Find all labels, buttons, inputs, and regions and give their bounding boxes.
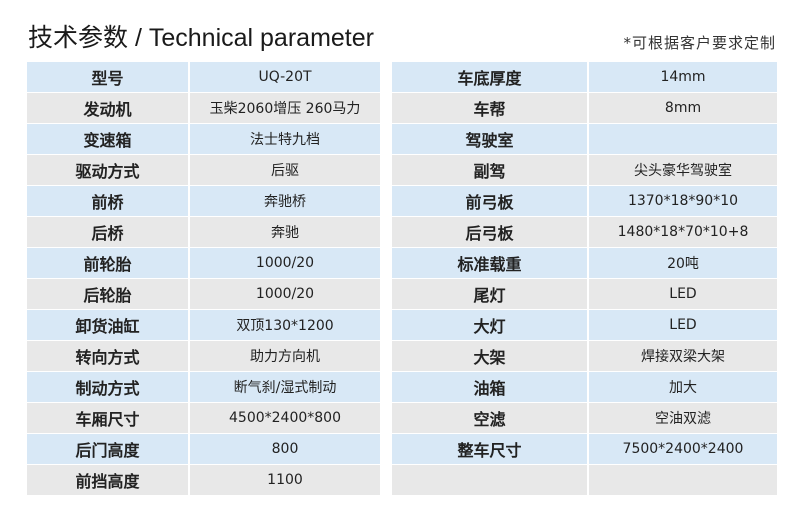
- table-row: 前弓板 1370*18*90*10: [392, 186, 777, 217]
- spec-label: 车厢尺寸: [27, 403, 188, 434]
- spec-value: 1000/20: [190, 248, 380, 279]
- spec-value: 奔驰桥: [190, 186, 380, 217]
- spec-value: 7500*2400*2400: [589, 434, 777, 465]
- table-row: 前挡高度 1100: [27, 465, 380, 496]
- spec-value: UQ-20T: [190, 62, 380, 93]
- spec-label: 前轮胎: [27, 248, 188, 279]
- spec-value: 20吨: [589, 248, 777, 279]
- spec-value: 助力方向机: [190, 341, 380, 372]
- table-row: 转向方式 助力方向机: [27, 341, 380, 372]
- title-cn: 技术参数: [28, 23, 129, 52]
- spec-label: 前桥: [27, 186, 188, 217]
- spec-label: 大灯: [392, 310, 587, 341]
- spec-label: 后弓板: [392, 217, 587, 248]
- spec-label: 前弓板: [392, 186, 587, 217]
- title-separator: /: [128, 24, 149, 52]
- spec-value: 尖头豪华驾驶室: [589, 155, 777, 186]
- title-en: Technical parameter: [148, 24, 374, 52]
- spec-value: 双顶130*1200: [190, 310, 380, 341]
- spec-label: 副驾: [392, 155, 587, 186]
- spec-value: 800: [190, 434, 380, 465]
- table-row: 制动方式 断气刹/湿式制动: [27, 372, 380, 403]
- table-row: 大灯 LED: [392, 310, 777, 341]
- spec-label: 驾驶室: [392, 124, 587, 155]
- spec-label: 车底厚度: [392, 62, 587, 93]
- table-row: 驾驶室: [392, 124, 777, 155]
- spec-label: 油箱: [392, 372, 587, 403]
- spec-value: 奔驰: [190, 217, 380, 248]
- table-row: 前桥 奔驰桥: [27, 186, 380, 217]
- spec-value: 玉柴2060增压 260马力: [190, 93, 380, 124]
- spec-value: LED: [589, 310, 777, 341]
- table-row: 油箱 加大: [392, 372, 777, 403]
- spec-label: 驱动方式: [27, 155, 188, 186]
- spec-value: 1370*18*90*10: [589, 186, 777, 217]
- spec-label: 后桥: [27, 217, 188, 248]
- table-row: 驱动方式 后驱: [27, 155, 380, 186]
- spec-label: 标准载重: [392, 248, 587, 279]
- table-row: 整车尺寸 7500*2400*2400: [392, 434, 777, 465]
- spec-value: 空油双滤: [589, 403, 777, 434]
- table-row: 卸货油缸 双顶130*1200: [27, 310, 380, 341]
- spec-value: [589, 465, 777, 496]
- table-row: 发动机 玉柴2060增压 260马力: [27, 93, 380, 124]
- spec-value: 后驱: [190, 155, 380, 186]
- table-row: 后桥 奔驰: [27, 217, 380, 248]
- table-row: 后轮胎 1000/20: [27, 279, 380, 310]
- spec-value: 断气刹/湿式制动: [190, 372, 380, 403]
- customization-note: *可根据客户要求定制: [623, 34, 776, 52]
- spec-label: 转向方式: [27, 341, 188, 372]
- table-row: 后弓板 1480*18*70*10+8: [392, 217, 777, 248]
- table-row: 变速箱 法士特九档: [27, 124, 380, 155]
- spec-label: 整车尺寸: [392, 434, 587, 465]
- table-row: 型号 UQ-20T: [27, 62, 380, 93]
- table-row: 前轮胎 1000/20: [27, 248, 380, 279]
- table-row: 标准载重 20吨: [392, 248, 777, 279]
- spec-label: 变速箱: [27, 124, 188, 155]
- spec-label: 发动机: [27, 93, 188, 124]
- spec-label: [392, 465, 587, 496]
- spec-label: 车帮: [392, 93, 587, 124]
- spec-table-left: 型号 UQ-20T 发动机 玉柴2060增压 260马力 变速箱 法士特九档 驱动方式 后驱前…: [25, 62, 382, 496]
- spec-value: 4500*2400*800: [190, 403, 380, 434]
- spec-label: 前挡高度: [27, 465, 188, 496]
- table-row: [392, 465, 777, 496]
- spec-label: 后门高度: [27, 434, 188, 465]
- spec-value: [589, 124, 777, 155]
- table-row: 尾灯 LED: [392, 279, 777, 310]
- spec-label: 尾灯: [392, 279, 587, 310]
- spec-value: LED: [589, 279, 777, 310]
- spec-value: 1000/20: [190, 279, 380, 310]
- table-row: 车帮 8mm: [392, 93, 777, 124]
- page-title: 技术参数 / Technical parameter: [28, 18, 374, 54]
- spec-value: 加大: [589, 372, 777, 403]
- spec-label: 空滤: [392, 403, 587, 434]
- spec-label: 后轮胎: [27, 279, 188, 310]
- spec-value: 法士特九档: [190, 124, 380, 155]
- spec-label: 制动方式: [27, 372, 188, 403]
- table-row: 后门高度 800: [27, 434, 380, 465]
- table-row: 空滤 空油双滤: [392, 403, 777, 434]
- table-row: 大架 焊接双梁大架: [392, 341, 777, 372]
- spec-value: 14mm: [589, 62, 777, 93]
- spec-label: 卸货油缸: [27, 310, 188, 341]
- spec-value: 1480*18*70*10+8: [589, 217, 777, 248]
- table-row: 副驾 尖头豪华驾驶室: [392, 155, 777, 186]
- spec-label: 型号: [27, 62, 188, 93]
- spec-value: 8mm: [589, 93, 777, 124]
- spec-table-right: 车底厚度 14mm 车帮 8mm 驾驶室 副驾 尖头豪华驾驶室 前弓板 1370*18*90*1…: [390, 62, 779, 496]
- spec-label: 大架: [392, 341, 587, 372]
- spec-value: 1100: [190, 465, 380, 496]
- table-row: 车底厚度 14mm: [392, 62, 777, 93]
- spec-value: 焊接双梁大架: [589, 341, 777, 372]
- table-row: 车厢尺寸 4500*2400*800: [27, 403, 380, 434]
